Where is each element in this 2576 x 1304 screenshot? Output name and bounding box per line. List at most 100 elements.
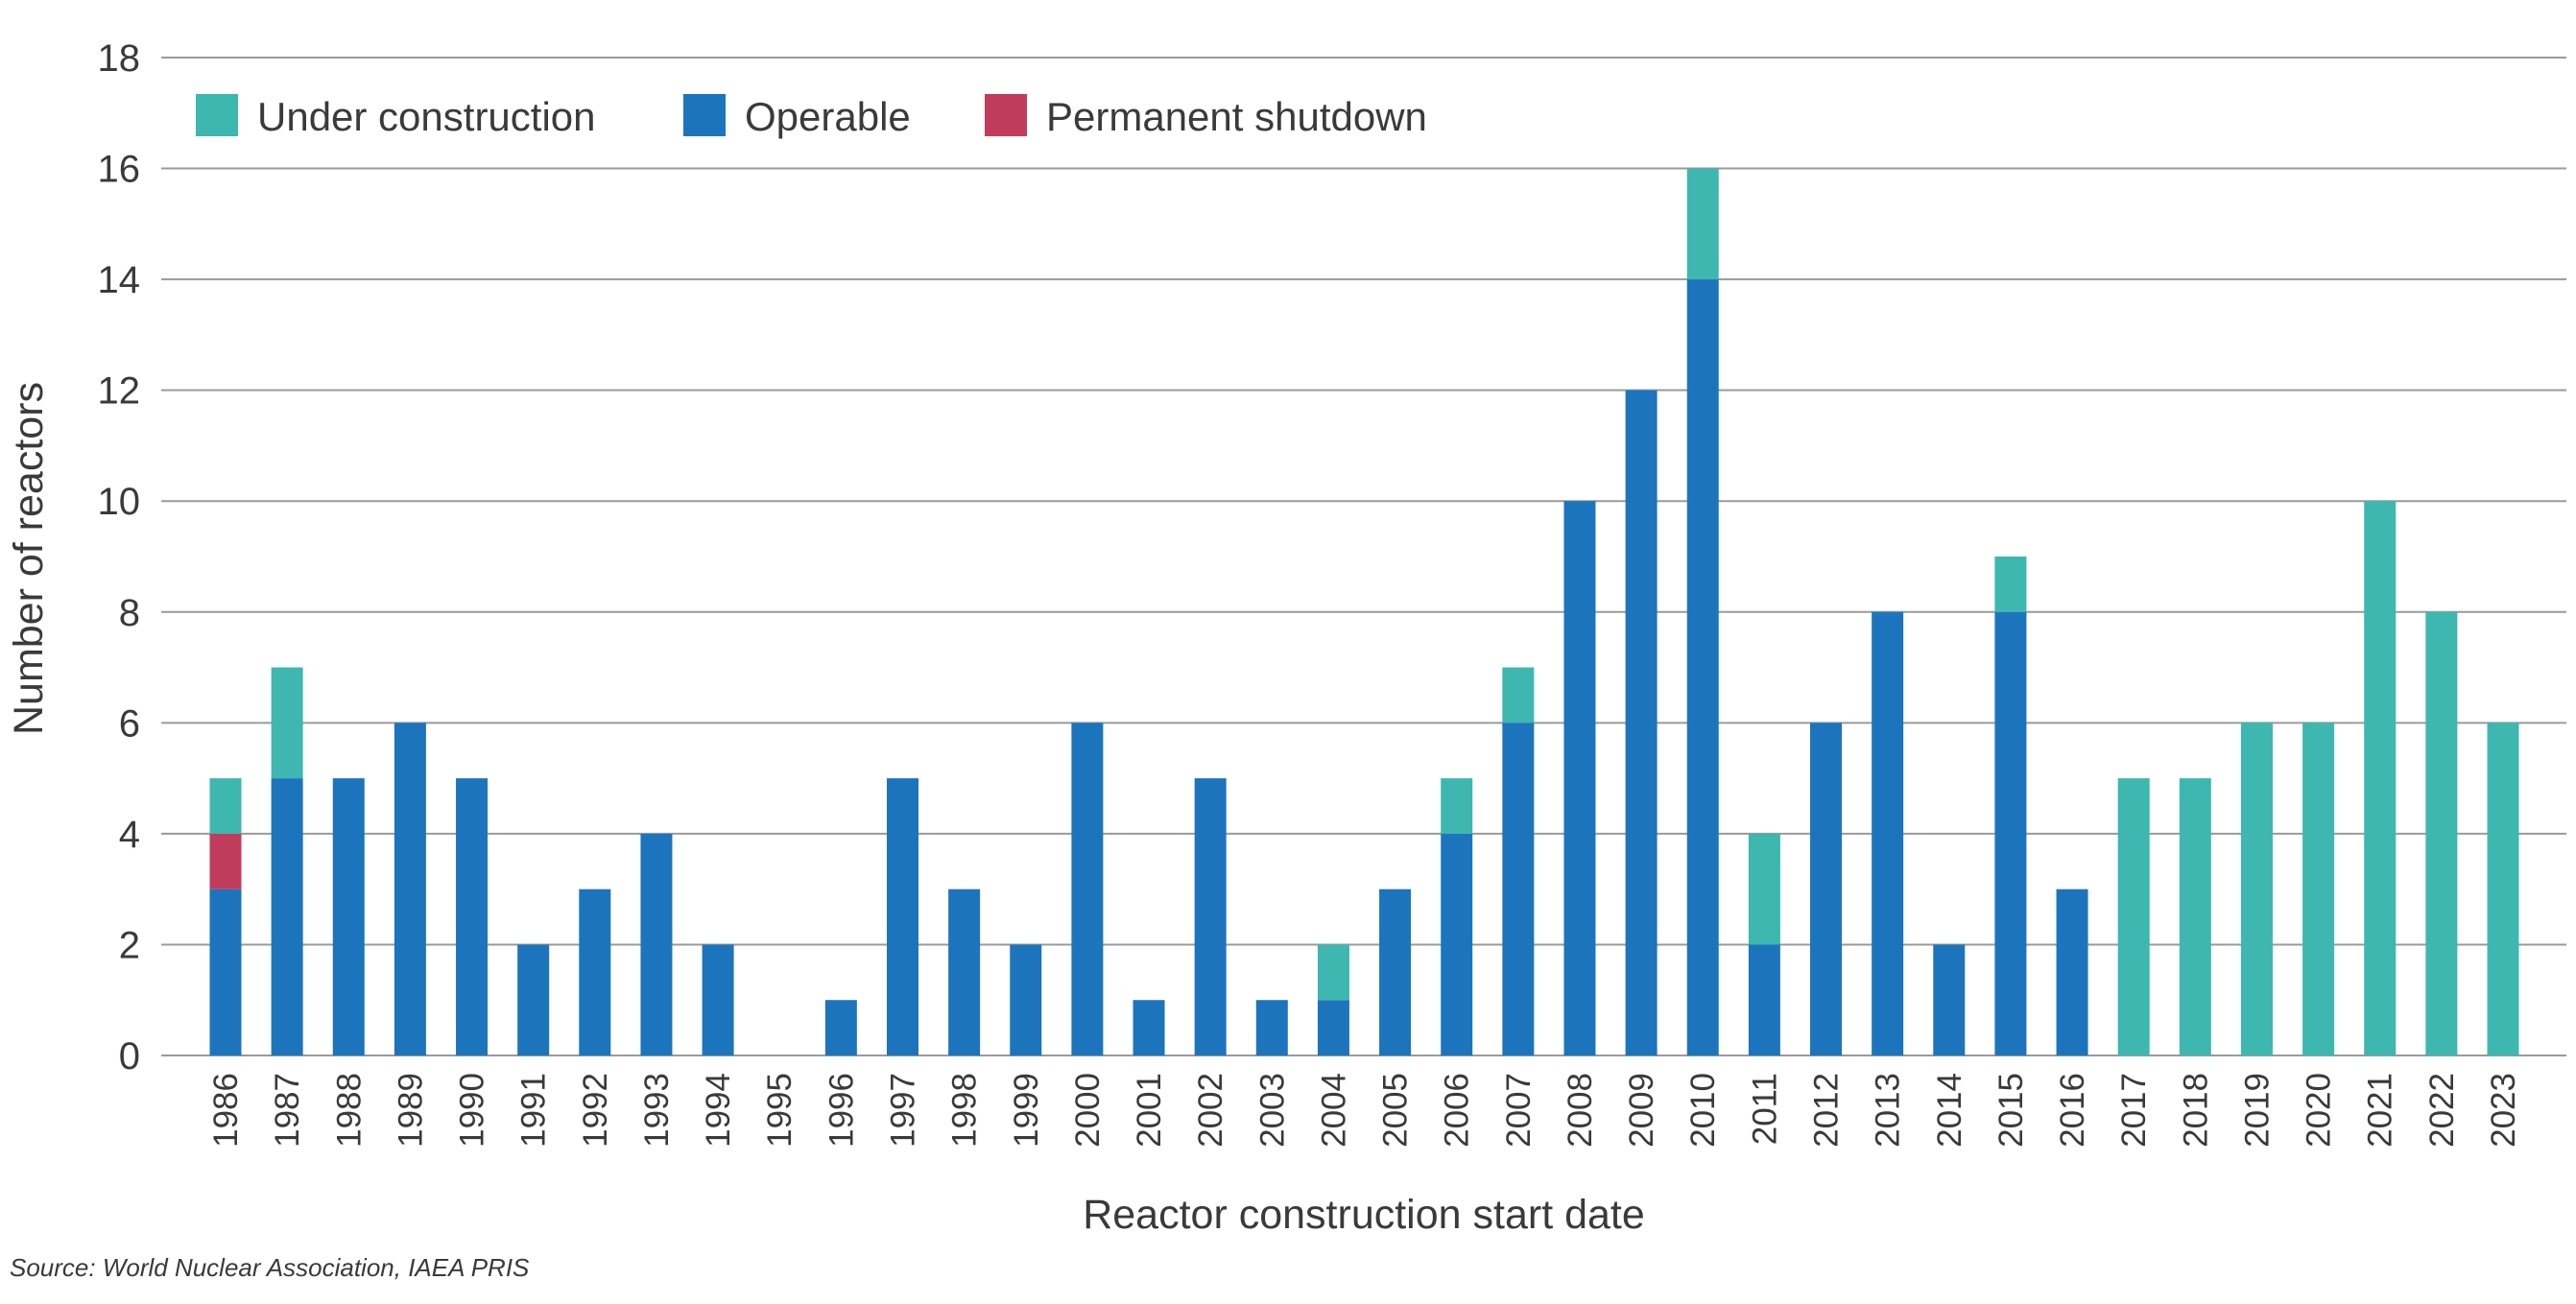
y-tick-label-6: 6: [119, 702, 140, 745]
bar-2010-under-construction: [1686, 168, 1719, 280]
legend-label-under-construction: Under construction: [257, 94, 596, 139]
bar-2017-under-construction: [2117, 778, 2150, 1055]
x-tick-label-1996: 1996: [823, 1073, 860, 1148]
x-tick-label-2008: 2008: [1562, 1073, 1599, 1148]
bar-2012-operable: [1810, 723, 1843, 1055]
bar-2011-operable: [1748, 944, 1780, 1055]
legend-swatch-permanent-shutdown: [985, 94, 1027, 136]
bar-2005-operable: [1379, 889, 1412, 1055]
x-tick-label-2018: 2018: [2177, 1073, 2214, 1148]
y-tick-label-8: 8: [119, 592, 140, 634]
y-tick-label-16: 16: [98, 149, 141, 191]
bar-1992-operable: [579, 889, 611, 1055]
bar-2023-under-construction: [2487, 723, 2519, 1055]
x-tick-label-2019: 2019: [2238, 1073, 2276, 1148]
x-tick-label-1986: 1986: [207, 1073, 245, 1148]
bar-2015-operable: [1994, 611, 2027, 1055]
y-tick-label-0: 0: [119, 1035, 140, 1078]
y-tick-label-2: 2: [119, 924, 140, 966]
legend-label-operable: Operable: [745, 94, 911, 139]
legend-swatch-operable: [683, 94, 726, 136]
legend-label-permanent-shutdown: Permanent shutdown: [1046, 94, 1427, 139]
bar-2013-operable: [1872, 611, 1904, 1055]
bar-2001-operable: [1133, 1000, 1165, 1055]
y-tick-label-4: 4: [119, 814, 140, 856]
x-tick-label-2012: 2012: [1808, 1073, 1846, 1148]
x-axis-ticks: 1986 1987 1988 1989 1990 1991 1992 1993 1994 1995…: [207, 1073, 2522, 1148]
bars: [209, 168, 2519, 1056]
x-tick-label-2022: 2022: [2423, 1073, 2461, 1148]
x-tick-label-2006: 2006: [1439, 1073, 1476, 1148]
bar-2015-under-construction: [1994, 557, 2027, 612]
bar-1994-operable: [702, 944, 734, 1055]
x-tick-label-1987: 1987: [269, 1073, 306, 1148]
bar-2009-operable: [1625, 390, 1658, 1056]
bar-1986-under-construction: [209, 778, 242, 834]
x-tick-label-2013: 2013: [1870, 1073, 1907, 1148]
x-tick-label-2005: 2005: [1377, 1073, 1415, 1148]
y-axis-title: Number of reactors: [6, 382, 52, 735]
x-tick-label-2007: 2007: [1500, 1073, 1538, 1148]
bar-2007-operable: [1502, 723, 1535, 1055]
x-tick-label-2004: 2004: [1315, 1073, 1352, 1148]
bar-2004-under-construction: [1317, 944, 1349, 1001]
x-tick-label-2003: 2003: [1253, 1073, 1291, 1148]
bar-2021-under-construction: [2364, 501, 2397, 1055]
bar-1986-permanent-shutdown: [209, 833, 242, 889]
x-tick-label-1993: 1993: [638, 1073, 676, 1148]
x-tick-label-2014: 2014: [1931, 1073, 1968, 1148]
x-tick-label-2009: 2009: [1623, 1073, 1660, 1148]
bar-1996-operable: [824, 1000, 857, 1055]
x-tick-label-1999: 1999: [1008, 1073, 1045, 1148]
x-tick-label-2010: 2010: [1684, 1073, 1722, 1148]
bar-1989-operable: [394, 723, 426, 1055]
bar-2022-under-construction: [2425, 611, 2458, 1055]
x-tick-label-2002: 2002: [1192, 1073, 1229, 1148]
bar-2000-operable: [1071, 723, 1104, 1055]
bar-2003-operable: [1255, 1000, 1288, 1055]
bar-1999-operable: [1010, 944, 1042, 1055]
bar-2020-under-construction: [2302, 723, 2335, 1055]
bar-1987-operable: [271, 778, 303, 1055]
bar-1998-operable: [948, 889, 981, 1055]
y-tick-label-18: 18: [98, 37, 141, 80]
y-tick-label-12: 12: [98, 370, 141, 413]
bar-2016-operable: [2056, 889, 2088, 1055]
x-tick-label-2001: 2001: [1131, 1073, 1168, 1148]
gridlines: [161, 57, 2566, 1056]
x-tick-label-2023: 2023: [2485, 1073, 2522, 1148]
x-tick-label-2020: 2020: [2301, 1073, 2338, 1148]
bar-2006-under-construction: [1441, 778, 1473, 834]
legend: Under construction Operable Permanent sh…: [196, 94, 1427, 139]
x-tick-label-2015: 2015: [1992, 1073, 2030, 1148]
bar-1993-operable: [640, 833, 673, 1055]
x-tick-label-1995: 1995: [761, 1073, 799, 1148]
bar-2006-operable: [1441, 833, 1473, 1055]
y-tick-label-10: 10: [98, 481, 141, 523]
bar-1988-operable: [332, 778, 365, 1055]
bar-1997-operable: [886, 778, 918, 1055]
x-tick-label-1997: 1997: [884, 1073, 921, 1148]
bar-2014-operable: [1933, 944, 1966, 1055]
source-note: Source: World Nuclear Association, IAEA …: [10, 1253, 530, 1282]
x-tick-label-1992: 1992: [577, 1073, 614, 1148]
x-tick-label-2021: 2021: [2362, 1073, 2399, 1148]
x-tick-label-1998: 1998: [946, 1073, 984, 1148]
legend-swatch-under-construction: [196, 94, 238, 136]
bar-2011-under-construction: [1748, 833, 1780, 945]
x-tick-label-2016: 2016: [2054, 1073, 2091, 1148]
x-tick-label-2017: 2017: [2115, 1073, 2153, 1148]
y-tick-label-14: 14: [98, 259, 141, 301]
x-tick-label-2000: 2000: [1069, 1073, 1107, 1148]
x-tick-label-1990: 1990: [454, 1073, 491, 1148]
x-tick-label-1994: 1994: [700, 1073, 737, 1148]
x-tick-label-1988: 1988: [330, 1073, 368, 1148]
y-axis-ticks: 0 2 4 6 8 10 12 14 16 18: [98, 37, 141, 1078]
bar-1990-operable: [456, 778, 489, 1055]
bar-2004-operable: [1317, 1000, 1349, 1055]
x-axis-title: Reactor construction start date: [1083, 1192, 1645, 1238]
bar-1986-operable: [209, 889, 242, 1055]
x-tick-label-1989: 1989: [392, 1073, 429, 1148]
bar-2010-operable: [1686, 279, 1719, 1056]
